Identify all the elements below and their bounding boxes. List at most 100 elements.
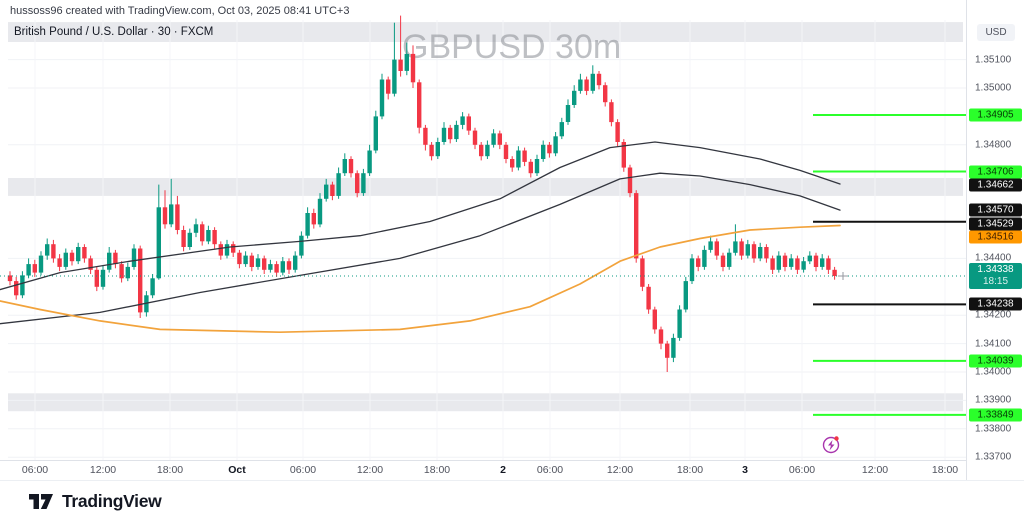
time-axis-label: 12:00 <box>606 464 634 476</box>
time-axis[interactable]: 06:00 12:00 18:00 Oct 06:00 12:00 18:00 2 06:00 1… <box>0 460 966 480</box>
time-axis-label: 06:00 <box>788 464 816 476</box>
candle-body <box>169 204 174 225</box>
candle-body <box>175 204 180 230</box>
price-zone <box>8 178 963 196</box>
candle-body <box>454 124 459 140</box>
candle-body <box>547 144 552 154</box>
candle-body <box>373 116 378 151</box>
candle-body <box>758 247 763 259</box>
candle-body <box>274 264 279 273</box>
candle-body <box>218 244 223 256</box>
time-axis-label: 12:00 <box>861 464 889 476</box>
candle-body <box>38 255 44 273</box>
level-price-label: 1.34238 <box>969 297 1022 311</box>
chart-plot[interactable]: GBPUSD 30m <box>0 0 966 460</box>
candle-body <box>7 275 13 282</box>
candle-body <box>193 224 199 233</box>
candle-body <box>417 82 422 128</box>
candle-body <box>113 252 118 265</box>
candle-body <box>336 173 341 196</box>
candle-body <box>107 252 112 270</box>
ma-orange[interactable] <box>0 224 841 334</box>
candle-body <box>224 244 230 256</box>
price-axis-label: 1.33900 <box>975 394 1012 406</box>
candle-body <box>125 266 130 279</box>
candle-body <box>466 116 471 131</box>
candle-body <box>826 258 831 270</box>
candle-body <box>584 79 589 91</box>
price-axis-label: 1.33800 <box>975 423 1012 435</box>
candle-body <box>696 258 701 267</box>
candle-body <box>634 193 639 259</box>
time-axis-label: 06:00 <box>21 464 49 476</box>
ma-fast-dark[interactable] <box>0 141 841 291</box>
candle-body <box>69 252 75 262</box>
candle-body <box>324 184 329 199</box>
candle-body <box>516 150 521 168</box>
candle-body <box>200 224 205 242</box>
candle-body <box>491 133 496 145</box>
price-axis-label: 1.34200 <box>975 309 1012 321</box>
time-axis-label: 06:00 <box>536 464 564 476</box>
candle-body <box>243 255 248 265</box>
ma-price-label: 1.34662 <box>969 178 1022 192</box>
candle-body <box>181 230 186 247</box>
candle-body <box>720 255 726 267</box>
candle-body <box>162 207 168 225</box>
candle-body <box>497 133 502 145</box>
candle-body <box>94 269 99 287</box>
level-price-label: 1.33849 <box>969 408 1022 422</box>
candle-body <box>479 144 484 157</box>
candle-body <box>665 343 670 358</box>
candle-body <box>138 248 143 313</box>
time-axis-label: 18:00 <box>931 464 959 476</box>
candle-body <box>801 261 806 270</box>
ma-slow-dark[interactable] <box>0 172 841 325</box>
candle-body <box>596 73 602 86</box>
candle-body <box>503 144 509 159</box>
candle-body <box>528 161 533 174</box>
currency-toggle-button[interactable]: USD <box>977 24 1015 41</box>
candle-body <box>559 122 564 137</box>
price-axis-label: 1.34000 <box>975 366 1012 378</box>
watermark: GBPUSD 30m <box>402 28 621 66</box>
candle-body <box>689 258 695 282</box>
candle-body <box>603 85 608 103</box>
tradingview-logo[interactable] <box>28 492 54 512</box>
time-axis-label: 18:00 <box>423 464 451 476</box>
price-zone <box>8 393 963 412</box>
current-price-label: 1.34338 18:15 <box>969 263 1022 289</box>
candle-body <box>578 79 583 91</box>
candle-body <box>472 130 478 145</box>
time-axis-label: 3 <box>742 464 748 476</box>
event-circle-icon[interactable] <box>822 436 840 454</box>
candle-body <box>572 90 577 105</box>
candle-body <box>119 264 124 279</box>
candle-body <box>88 258 93 270</box>
candle-body <box>51 244 56 259</box>
attribution-text: hussoss96 created with TradingView.com, … <box>10 5 350 17</box>
candle-body <box>510 159 515 168</box>
candle-body <box>317 198 323 225</box>
candle-body <box>460 116 465 125</box>
time-axis-label: 2 <box>500 464 506 476</box>
candle-body <box>311 213 316 225</box>
candle-body <box>231 244 236 253</box>
candle-body <box>652 309 657 330</box>
candle-body <box>299 235 304 256</box>
level-price-label: 1.34039 <box>969 354 1022 368</box>
time-axis-label: 12:00 <box>89 464 117 476</box>
price-axis[interactable]: USD 1.35100 1.35000 1.34800 1.34400 1.34200 1… <box>966 0 1024 480</box>
candle-body <box>286 261 292 270</box>
candle-body <box>150 278 155 296</box>
candle-body <box>522 150 527 162</box>
candle-body <box>782 255 788 267</box>
level-price-label: 1.34905 <box>969 108 1022 122</box>
candle-body <box>671 337 676 358</box>
time-axis-label: 06:00 <box>289 464 317 476</box>
candle-body <box>423 127 428 145</box>
candle-body <box>76 247 81 262</box>
candle-body <box>268 264 273 270</box>
candle-body <box>615 122 620 142</box>
time-axis-label: 12:00 <box>356 464 384 476</box>
